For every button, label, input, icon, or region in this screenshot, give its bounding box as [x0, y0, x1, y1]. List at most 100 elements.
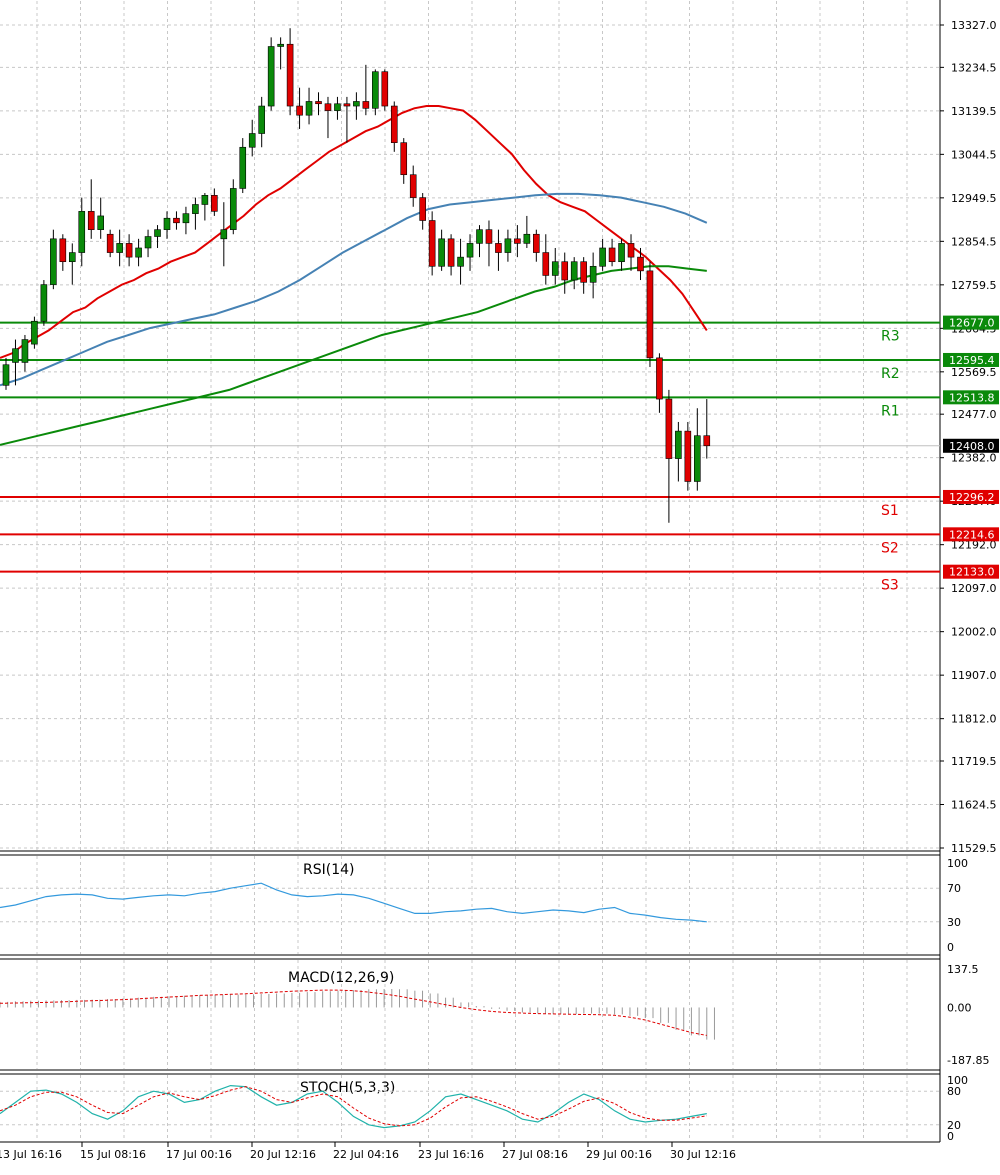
level-name-r1: R1 — [881, 403, 900, 419]
candle — [40, 280, 48, 326]
candle — [296, 87, 303, 129]
ma-fast-line — [0, 105, 708, 359]
price-tick-label: 13327.0 — [951, 19, 997, 32]
candle — [457, 238, 464, 285]
candle-body — [68, 252, 76, 263]
candle-body — [466, 243, 474, 258]
support-resistance-lines: R3 R2 R1 S1 S2 S3 — [0, 321, 940, 594]
candle-body — [656, 357, 663, 400]
candle-body — [675, 430, 682, 459]
price-tick-label: 11624.5 — [951, 799, 997, 812]
macd-tick-label: 0.00 — [947, 1001, 972, 1014]
candle-body — [447, 238, 455, 267]
candle-body — [428, 220, 436, 267]
candle — [495, 229, 502, 271]
candle-body — [12, 348, 19, 363]
candle — [201, 193, 209, 221]
candle-body — [637, 256, 644, 272]
candle — [466, 234, 474, 271]
candle — [646, 261, 654, 368]
level-price-box — [943, 352, 999, 367]
price-tick-label: 13234.5 — [951, 61, 997, 74]
candle-body — [627, 243, 635, 258]
candle-body — [665, 398, 673, 459]
candle-body — [277, 43, 284, 47]
level-price-label: 12595.4 — [949, 354, 995, 367]
level-price-label: 12677.0 — [949, 317, 995, 330]
level-name-r3: R3 — [881, 329, 900, 345]
candle — [589, 252, 597, 299]
candle-body — [646, 270, 654, 359]
time-tick-label: 20 Jul 12:16 — [250, 1148, 316, 1161]
candle-body — [523, 233, 531, 244]
candle — [78, 197, 86, 267]
price-tick-label: 13139.5 — [951, 105, 997, 118]
rsi-tick-label: 70 — [947, 882, 961, 895]
price-tick-label: 11812.0 — [951, 713, 997, 726]
candle-body — [31, 320, 38, 345]
candle — [675, 421, 682, 482]
rsi-tick-label: 100 — [947, 857, 968, 870]
candle-body — [362, 101, 370, 109]
candle-body — [570, 261, 578, 281]
candle-body — [353, 101, 360, 107]
candle-body — [618, 243, 625, 263]
candle-body — [78, 211, 86, 253]
candle-body — [267, 46, 275, 107]
rsi-panel: RSI(14) 100 70 30 0 — [0, 857, 968, 954]
candle-body — [239, 146, 247, 189]
price-tick-label: 12569.5 — [951, 366, 997, 379]
time-tick-label: 17 Jul 00:16 — [166, 1148, 232, 1161]
candle-body — [372, 71, 379, 109]
candle — [154, 225, 161, 248]
rsi-tick-label: 30 — [947, 916, 961, 929]
candle — [428, 211, 436, 276]
candle-body — [551, 261, 559, 276]
candle-body — [381, 71, 389, 107]
candle — [381, 69, 389, 111]
candle-body — [315, 101, 322, 105]
candle-body — [286, 43, 294, 107]
candle-body — [2, 364, 10, 386]
candle-body — [144, 236, 152, 249]
price-tick-label: 11719.5 — [951, 755, 997, 768]
candle — [135, 238, 142, 267]
level-name-s1: S1 — [881, 503, 899, 519]
candle — [144, 229, 152, 258]
candle — [447, 234, 455, 276]
candle-body — [97, 215, 104, 230]
candle-body — [561, 261, 569, 281]
candle — [542, 234, 550, 285]
candle — [551, 247, 559, 285]
price-tick-label: 12097.0 — [951, 582, 997, 595]
candle — [570, 257, 578, 290]
candle — [21, 334, 29, 372]
candle — [163, 211, 171, 239]
price-tick-label: 12854.5 — [951, 235, 997, 248]
candle-body — [125, 243, 133, 258]
stoch-d-line — [0, 1086, 707, 1127]
candle — [637, 247, 644, 281]
candle-body — [248, 133, 256, 148]
candle-body — [135, 247, 142, 258]
rsi-line — [0, 882, 707, 923]
candle — [703, 399, 711, 459]
candle-body — [542, 252, 550, 276]
candle — [599, 238, 606, 271]
candle — [87, 179, 95, 239]
candle-body — [438, 238, 445, 267]
candle-body — [694, 435, 701, 482]
price-tick-label: 13044.5 — [951, 148, 997, 161]
candle — [192, 197, 199, 230]
moving-averages — [0, 105, 708, 446]
candle-body — [334, 103, 341, 111]
price-tick-label: 11907.0 — [951, 669, 997, 682]
candle — [514, 225, 521, 258]
candle-body — [258, 105, 265, 134]
ma-mid-line — [0, 192, 708, 387]
candle-body — [485, 229, 493, 244]
price-tick-label: 12759.5 — [951, 279, 997, 292]
time-tick-label: 29 Jul 00:16 — [586, 1148, 652, 1161]
